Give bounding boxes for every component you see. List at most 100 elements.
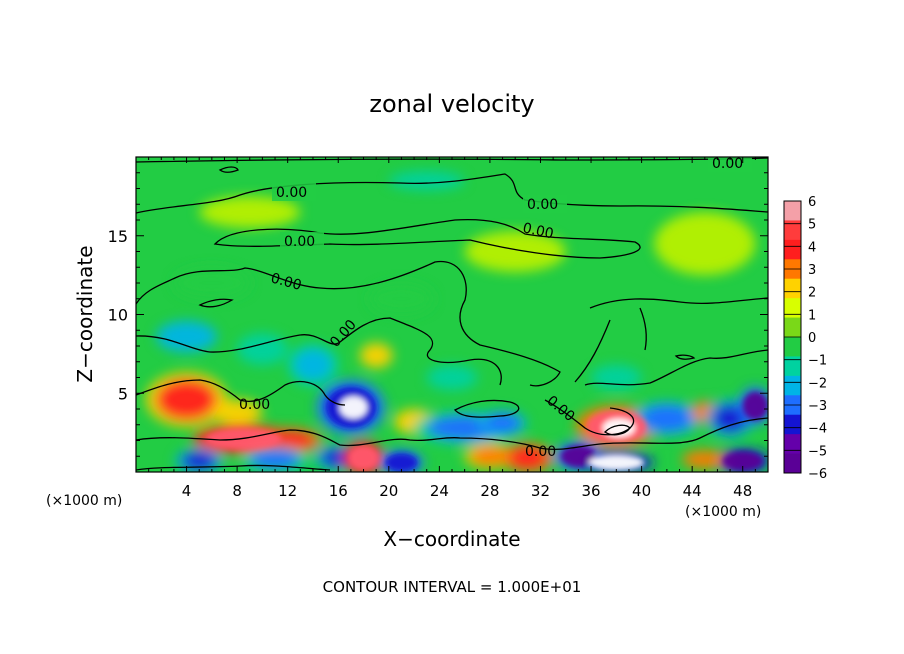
contour-line bbox=[136, 417, 768, 450]
contour-line bbox=[136, 157, 768, 163]
heatmap-cell bbox=[359, 342, 393, 369]
heatmap-cell bbox=[591, 364, 642, 391]
colorbar-label: −4 bbox=[808, 422, 827, 437]
heatmap-cell bbox=[682, 449, 728, 469]
colorbar: 6 5 4 3 2 1 0 −1 −2 −3 −4 −5 −6 bbox=[783, 195, 827, 482]
contour-line bbox=[136, 464, 331, 471]
colorbar-segment bbox=[784, 453, 801, 474]
x-tick-label: 40 bbox=[632, 482, 651, 500]
x-tick-label: 28 bbox=[480, 482, 499, 500]
heatmap-cell bbox=[508, 446, 547, 469]
heatmap-cell bbox=[641, 405, 693, 432]
x-tick-label: 44 bbox=[683, 482, 702, 500]
colorbar-label: 3 bbox=[808, 263, 816, 278]
heatmap-cell bbox=[181, 451, 217, 471]
heatmap-cell bbox=[560, 445, 597, 468]
x-tick-label: 12 bbox=[278, 482, 297, 500]
colorbar-segment bbox=[784, 414, 801, 435]
heatmap-cores bbox=[205, 386, 768, 472]
x-axis-label: X−coordinate bbox=[383, 527, 520, 551]
contour-label: 0.00 bbox=[239, 397, 270, 413]
contour-line bbox=[136, 317, 502, 386]
heatmap-cell bbox=[211, 399, 263, 425]
heatmap-cell bbox=[369, 283, 434, 315]
heatmap-cell bbox=[385, 453, 418, 472]
colorbar-segment bbox=[784, 317, 801, 338]
heatmap-cell bbox=[237, 333, 288, 365]
x-tick-label: 4 bbox=[182, 482, 192, 500]
contour-line bbox=[574, 297, 768, 386]
colorbar-label: 6 bbox=[808, 195, 816, 210]
heatmap-cell bbox=[602, 418, 636, 438]
heatmap-cell bbox=[348, 445, 379, 471]
heatmap-cell bbox=[199, 196, 301, 228]
colorbar-segment bbox=[784, 434, 801, 455]
x-axis: 4 8 12 16 20 24 28 32 36 40 44 48 bbox=[148, 157, 756, 500]
x-tick-label: 36 bbox=[581, 482, 600, 500]
colorbar-label: −1 bbox=[808, 354, 827, 369]
heatmap-cell bbox=[205, 427, 282, 450]
colorbar-label: −3 bbox=[808, 399, 827, 414]
x-tick-label: 24 bbox=[430, 482, 449, 500]
heatmap-cell bbox=[249, 449, 301, 469]
heatmap-cell bbox=[173, 267, 250, 299]
heatmap-cell bbox=[654, 212, 756, 276]
x-tick-label: 8 bbox=[232, 482, 242, 500]
heatmap-cell bbox=[470, 446, 509, 466]
colorbar-segment bbox=[784, 239, 801, 260]
contour-label: 0.00 bbox=[527, 197, 558, 213]
contour-line bbox=[218, 166, 239, 173]
contour-line bbox=[674, 354, 696, 360]
contour-line bbox=[136, 379, 346, 406]
heatmap-cell bbox=[722, 451, 763, 471]
colorbar-segment bbox=[784, 201, 801, 221]
contour-line bbox=[453, 399, 520, 418]
chart-title: zonal velocity bbox=[369, 90, 534, 118]
colorbar-segment bbox=[784, 298, 801, 319]
x-unit-left: (×1000 m) bbox=[46, 493, 122, 509]
zero-contours bbox=[136, 157, 768, 471]
heatmap-cell bbox=[464, 231, 566, 272]
heatmap-cell bbox=[156, 379, 217, 421]
heatmap-cell bbox=[742, 391, 768, 421]
y-axis-label: Z−coordinate bbox=[73, 245, 97, 382]
heatmap-cell bbox=[294, 349, 332, 381]
colorbar-label: 5 bbox=[808, 218, 816, 233]
contour-line bbox=[136, 260, 561, 387]
colorbar-label: −5 bbox=[808, 444, 827, 459]
x-tick-label: 32 bbox=[531, 482, 550, 500]
colorbar-segment bbox=[784, 356, 801, 377]
heatmap-cell bbox=[588, 454, 645, 471]
contour-label: 0.00 bbox=[276, 185, 307, 201]
colorbar-label: 2 bbox=[808, 286, 816, 301]
contour-label: 0.00 bbox=[269, 270, 303, 294]
colorbar-segment bbox=[784, 278, 801, 299]
y-axis: 5 10 15 bbox=[108, 172, 768, 457]
colorbar-label: −2 bbox=[808, 376, 827, 391]
contour-line bbox=[213, 218, 641, 259]
x-tick-label: 16 bbox=[329, 482, 348, 500]
heatmap-cell bbox=[484, 413, 521, 433]
contour-label: 0.00 bbox=[521, 220, 555, 242]
colorbar-label: −6 bbox=[808, 467, 827, 482]
contour-line bbox=[639, 307, 647, 351]
y-tick-label: 5 bbox=[118, 384, 128, 403]
contour-label: 0.00 bbox=[284, 234, 315, 250]
x-tick-label: 48 bbox=[733, 482, 752, 500]
colorbar-label: 1 bbox=[808, 308, 816, 323]
heatmap-cell bbox=[339, 396, 368, 419]
colorbar-segment bbox=[784, 337, 801, 357]
contour-interval-note: CONTOUR INTERVAL = 1.000E+01 bbox=[323, 578, 582, 596]
contour-label: 0.00 bbox=[525, 444, 556, 460]
heatmap-cell bbox=[712, 404, 748, 433]
heatmap-cell bbox=[156, 320, 217, 353]
heatmap-cell bbox=[426, 364, 478, 391]
colorbar-label: 4 bbox=[808, 240, 816, 255]
colorbar-label: 0 bbox=[808, 331, 816, 346]
colorbar-segment bbox=[784, 220, 801, 241]
contour-label: 0.00 bbox=[712, 156, 743, 172]
heatmap-field: 0.00 0.00 0.00 0.00 0.00 0.00 0.00 0.00 … bbox=[136, 156, 768, 472]
y-tick-label: 15 bbox=[108, 227, 128, 246]
contour-line bbox=[603, 424, 631, 436]
